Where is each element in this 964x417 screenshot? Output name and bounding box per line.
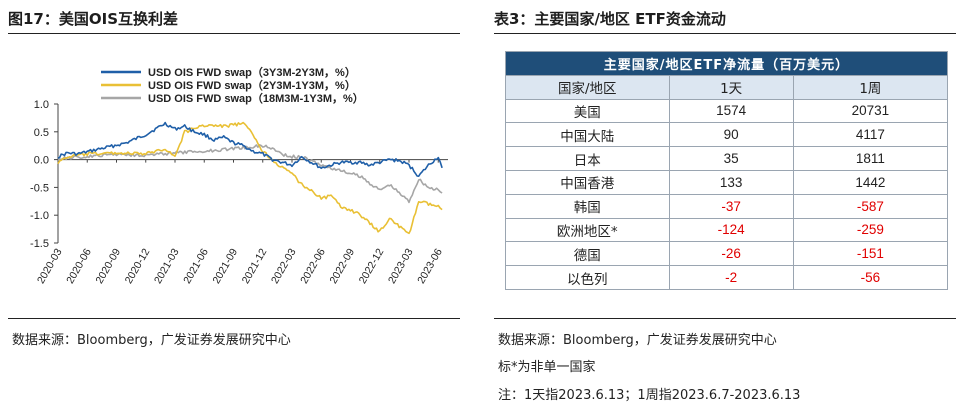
row-1week: -587: [792, 193, 949, 219]
table-title: 表3：主要国家/地区 ETF资金流动: [494, 10, 726, 28]
col-header-1day: 1天: [668, 74, 794, 100]
chart-legend: USD OIS FWD swap（3Y3M-2Y3M，%）USD OIS FWD…: [101, 66, 364, 105]
x-tick-label: 2023-03: [386, 246, 416, 286]
table-row: 中国香港 133 1442: [505, 169, 949, 195]
x-tick-label: 2023-06: [415, 246, 445, 286]
table-footnote-period: 注：1天指2023.6.13；1周指2023.6.7-2023.6.13: [498, 388, 801, 403]
row-1day: 1574: [668, 98, 794, 124]
title-rule: [8, 33, 460, 34]
x-tick-label: 2021-06: [181, 246, 211, 286]
row-1week: 1811: [792, 146, 949, 171]
x-tick-label: 2021-12: [240, 246, 270, 286]
x-tick-label: 2022-03: [269, 246, 299, 286]
y-tick-label: -1.5: [30, 238, 49, 250]
x-tick-label: 2020-03: [35, 246, 65, 286]
table-row: 美国 1574 20731: [505, 98, 949, 124]
x-tick-label: 2021-09: [210, 246, 240, 286]
chart-source: 数据来源：Bloomberg，广发证券发展研究中心: [12, 333, 291, 348]
row-1day: -26: [668, 241, 794, 267]
legend-label: USD OIS FWD swap（18M3M-1Y3M，%）: [148, 92, 364, 105]
table-row: 德国 -26 -151: [505, 241, 949, 267]
series-line: [57, 121, 443, 235]
y-tick-label: -0.5: [30, 182, 49, 194]
row-name: 韩国: [505, 193, 670, 219]
row-1week: 1442: [792, 169, 949, 195]
row-name: 德国: [505, 241, 670, 267]
table-caption: 主要国家/地区ETF净流量（百万美元）: [505, 51, 948, 76]
col-header-region: 国家/地区: [505, 74, 670, 100]
x-tick-label: 2020-06: [64, 246, 94, 286]
table-row: 韩国 -37 -587: [505, 193, 949, 219]
row-1week: 20731: [792, 98, 949, 124]
row-name: 以色列: [505, 265, 670, 290]
row-1day: -124: [668, 217, 794, 243]
x-tick-label: 2022-12: [357, 246, 387, 286]
x-tick-label: 2022-06: [298, 246, 328, 286]
row-name: 中国香港: [505, 169, 670, 195]
ois-spread-chart: USD OIS FWD swap（3Y3M-2Y3M，%）USD OIS FWD…: [30, 66, 448, 286]
row-name: 欧洲地区*: [505, 217, 670, 243]
chart-title: 图17：美国OIS互换利差: [8, 10, 179, 28]
row-name: 美国: [505, 98, 670, 124]
table-row: 以色列 -2 -56: [505, 265, 949, 290]
y-tick-label: 1.0: [34, 99, 49, 111]
table-row: 日本 35 1811: [505, 146, 949, 171]
source-rule-right: [494, 318, 956, 319]
y-tick-label: -1.0: [30, 210, 49, 222]
series-line: [57, 121, 443, 177]
table-body: 美国 1574 20731 中国大陆 90 4117 日本 35 1811 中国香港 133 1442…: [505, 98, 949, 290]
row-1week: 4117: [792, 122, 949, 148]
row-name: 中国大陆: [505, 122, 670, 148]
col-header-1week: 1周: [792, 74, 949, 100]
row-1day: 90: [668, 122, 794, 148]
table-row: 欧洲地区* -124 -259: [505, 217, 949, 243]
x-tick-label: 2021-03: [152, 246, 182, 286]
table-footnote-star: 标*为非单一国家: [498, 360, 596, 375]
y-tick-label: 0.0: [34, 155, 49, 167]
source-rule-left: [8, 318, 460, 319]
legend-label: USD OIS FWD swap（3Y3M-2Y3M，%）: [148, 66, 356, 79]
row-1week: -151: [792, 241, 949, 267]
x-tick-label: 2020-09: [93, 246, 123, 286]
row-1day: -2: [668, 265, 794, 290]
table-row: 中国大陆 90 4117: [505, 122, 949, 148]
table-source: 数据来源：Bloomberg，广发证券发展研究中心: [498, 333, 777, 348]
row-1week: -56: [792, 265, 949, 290]
row-name: 日本: [505, 146, 670, 171]
y-tick-label: 0.5: [34, 127, 49, 139]
row-1week: -259: [792, 217, 949, 243]
x-tick-label: 2022-09: [327, 246, 357, 286]
row-1day: 35: [668, 146, 794, 171]
x-tick-label: 2020-12: [123, 246, 153, 286]
legend-label: USD OIS FWD swap（2Y3M-1Y3M，%）: [148, 79, 356, 92]
row-1day: -37: [668, 193, 794, 219]
row-1day: 133: [668, 169, 794, 195]
chart-series: [57, 121, 443, 235]
table-title-rule: [494, 33, 956, 34]
etf-flow-table: 主要国家/地区ETF净流量（百万美元） 国家/地区 1天 1周 美国 1574 20…: [505, 51, 949, 290]
